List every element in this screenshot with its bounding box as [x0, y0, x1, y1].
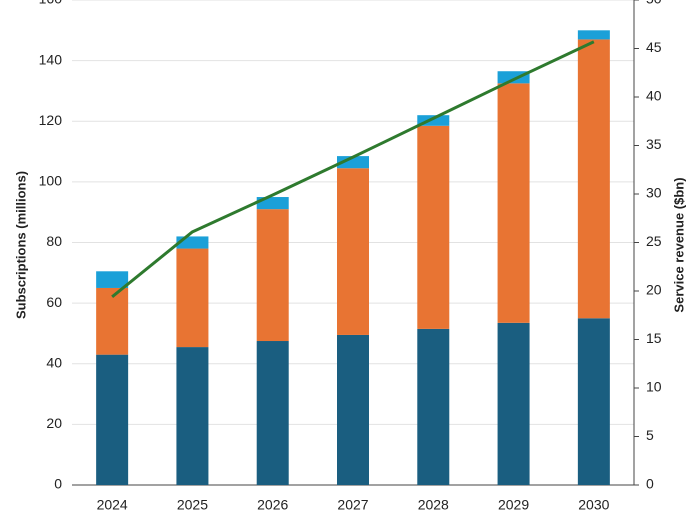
x-tick-label: 2029	[498, 497, 529, 513]
revenue-line	[111, 40, 595, 298]
x-tick-label: 2027	[337, 497, 368, 513]
y-tick-label: 80	[46, 233, 62, 249]
bar-segment	[176, 347, 209, 485]
x-tick-label: 2025	[177, 497, 208, 513]
bar-segment	[577, 318, 610, 485]
y2-tick-label: 45	[646, 39, 662, 55]
y2-tick-label: 40	[646, 88, 662, 104]
bar-segment	[417, 125, 450, 329]
bar-segment	[96, 271, 129, 288]
y-tick-label: 160	[39, 0, 63, 7]
y2-tick-label: 20	[646, 282, 662, 298]
bar-segment	[256, 341, 289, 485]
y-tick-label: 20	[46, 415, 62, 431]
x-tick-label: 2030	[578, 497, 609, 513]
y-tick-label: 60	[46, 294, 62, 310]
bar-segment	[337, 156, 369, 169]
bar-segment	[256, 209, 289, 342]
y-tick-label: 0	[54, 476, 62, 492]
bar-segment	[176, 248, 209, 348]
y2-tick-label: 25	[646, 233, 662, 249]
y-tick-label: 120	[39, 112, 63, 128]
x-tick-label: 2026	[257, 497, 288, 513]
y2-tick-label: 0	[646, 476, 654, 492]
x-tick-label: 2028	[418, 497, 449, 513]
bar-segment	[577, 39, 610, 319]
y-tick-label: 40	[46, 354, 62, 370]
y-tick-label: 100	[39, 173, 63, 189]
bar-segment	[577, 30, 610, 40]
y2-tick-label: 50	[646, 0, 662, 7]
bar-segment	[337, 334, 369, 485]
bar-segment	[96, 287, 129, 355]
y2-tick-label: 10	[646, 379, 662, 395]
bar-segment	[337, 168, 369, 335]
bar-segment	[417, 328, 450, 485]
y2-tick-label: 35	[646, 136, 662, 152]
y2-axis-title: Service revenue ($bn)	[671, 177, 686, 312]
y2-tick-label: 30	[646, 185, 662, 201]
y2-tick-label: 5	[646, 427, 654, 443]
y2-tick-label: 15	[646, 330, 662, 346]
y-tick-label: 140	[39, 51, 63, 67]
y-axis-title: Subscriptions (millions)	[13, 171, 28, 319]
bar-segment	[96, 354, 129, 485]
x-tick-label: 2024	[97, 497, 128, 513]
bar-segment	[497, 83, 530, 323]
bar-segment	[497, 322, 530, 485]
bar-segment	[417, 115, 450, 126]
